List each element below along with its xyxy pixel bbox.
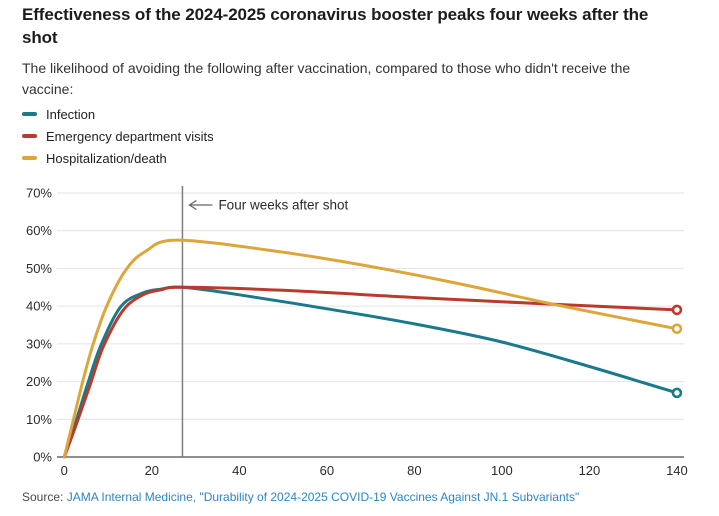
y-tick-label-40: 40%: [26, 299, 52, 314]
y-tick-label-50: 50%: [26, 261, 52, 276]
x-tick-label-140: 140: [666, 463, 688, 478]
chart-subtitle: The likelihood of avoiding the following…: [22, 60, 631, 97]
series-line-infection: [62, 285, 679, 459]
legend-item-hospitalization-death: Hospitalization/death: [22, 147, 214, 169]
end-marker-emergency-department-visits: [671, 304, 683, 316]
end-marker-hospitalization-death: [671, 323, 683, 335]
annotation-text: Four weeks after shot: [218, 198, 348, 213]
x-tick-label-80: 80: [407, 463, 421, 478]
legend-label: Infection: [46, 106, 96, 122]
y-tick-label-30: 30%: [26, 336, 52, 351]
source-label: Source:: [22, 490, 64, 504]
y-tick-label-20: 20%: [26, 374, 52, 389]
series-line-emergency-department-visits: [62, 285, 679, 459]
legend-swatch-icon: [22, 156, 37, 160]
line-chart: 0% 10% 20% 30% 40% 50% 60% 70% 0 20 40 60 80 100 120 14…: [26, 186, 688, 478]
legend-label: Emergency department visits: [46, 128, 214, 144]
legend-swatch-icon: [22, 112, 37, 116]
x-tick-label-0: 0: [61, 463, 68, 478]
y-tick-label-60: 60%: [26, 223, 52, 238]
series-line-hospitalization-death: [62, 238, 679, 459]
legend-swatch-icon: [22, 134, 37, 138]
end-marker-infection: [671, 387, 683, 399]
x-tick-label-40: 40: [232, 463, 246, 478]
x-tick-label-60: 60: [320, 463, 334, 478]
y-tick-label-10: 10%: [26, 412, 52, 427]
x-tick-label-20: 20: [145, 463, 159, 478]
legend: Infection Emergency department visits Hosp…: [22, 103, 214, 169]
source-link[interactable]: JAMA Internal Medicine, "Durability of 2…: [66, 490, 580, 504]
legend-item-infection: Infection: [22, 103, 214, 125]
legend-label: Hospitalization/death: [46, 150, 167, 166]
chart-title: Effectiveness of the 2024-2025 coronavir…: [22, 5, 649, 47]
y-tick-label-0: 0%: [33, 450, 52, 465]
left-arrowhead-icon: [188, 199, 197, 211]
legend-item-emergency-department-visits: Emergency department visits: [22, 125, 214, 147]
source-line: Source: JAMA Internal Medicine, "Durabil…: [22, 490, 579, 504]
x-tick-label-120: 120: [579, 463, 601, 478]
y-tick-label-70: 70%: [26, 186, 52, 201]
x-tick-label-100: 100: [491, 463, 513, 478]
